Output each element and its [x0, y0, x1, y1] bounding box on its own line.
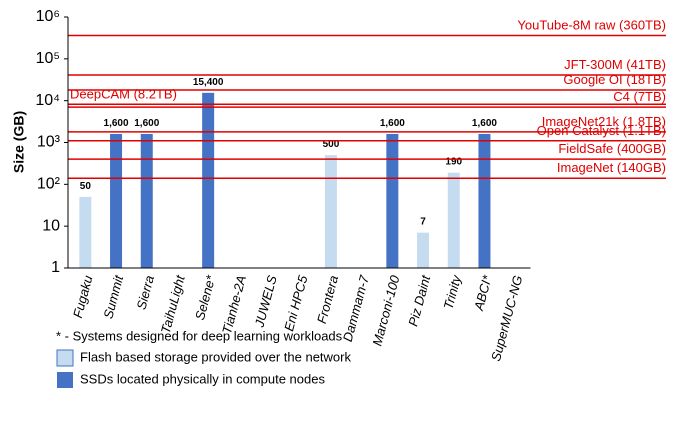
value-label: 500: [323, 139, 340, 150]
y-tick-label: 1: [51, 259, 60, 276]
value-label: 1,600: [104, 118, 129, 129]
x-tick-label: JUWELS: [251, 273, 279, 329]
x-tick-label: Tianhe-2A: [219, 274, 249, 336]
x-tick-label: Fugaku: [70, 274, 96, 320]
y-axis-label: Size (GB): [11, 111, 27, 173]
x-tick-label: Trinity: [441, 272, 465, 311]
x-tick-label: Sierra: [134, 274, 157, 311]
y-tick-label: 10³: [37, 134, 61, 151]
bar: [79, 196, 92, 268]
reference-label: C4 (7TB): [613, 89, 666, 104]
x-tick-label: Selene*: [192, 273, 219, 322]
value-label: 1,600: [134, 118, 159, 129]
reference-label: FieldSafe (400GB): [558, 141, 666, 156]
y-tick-label: 10: [42, 217, 60, 234]
reference-label: DeepCAM (8.2TB): [70, 86, 177, 101]
legend-label: Flash based storage provided over the ne…: [80, 349, 351, 364]
reference-label: JFT-300M (41TB): [564, 57, 666, 72]
y-tick-label: 10⁶: [36, 8, 60, 25]
footnote: * - Systems designed for deep learning w…: [56, 328, 343, 343]
value-label: 15,400: [193, 77, 224, 88]
reference-label: ImageNet21k (1.8TB): [542, 114, 666, 129]
legend-swatch: [56, 349, 74, 367]
x-tick-label: ABCI*: [471, 273, 495, 313]
y-tick-label: 10⁴: [35, 92, 60, 109]
value-label: 50: [80, 181, 92, 192]
x-tick-label: Dammam-7: [340, 273, 372, 343]
legend-label: SSDs located physically in compute nodes: [80, 371, 325, 386]
bar: [140, 133, 153, 268]
y-tick-label: 10²: [37, 176, 61, 193]
value-label: 7: [420, 217, 426, 228]
reference-label: ImageNet (140GB): [557, 160, 666, 175]
x-tick-label: Summit: [100, 272, 126, 320]
value-label: 1,600: [380, 118, 405, 129]
x-tick-label: Frontera: [314, 274, 341, 325]
bar: [324, 155, 337, 268]
reference-label: YouTube-8M raw (360TB): [517, 18, 666, 33]
bar: [478, 133, 491, 268]
reference-label: Open Catalyst (1.1TB): [537, 123, 666, 138]
legend-swatch: [57, 372, 73, 388]
x-tick-label: Piz Daint: [405, 272, 433, 327]
y-tick-label: 10⁵: [36, 50, 60, 67]
x-tick-label: TaihuLight: [158, 272, 188, 335]
value-label: 1,600: [472, 118, 497, 129]
bar: [202, 92, 215, 268]
bar: [417, 232, 430, 268]
bar: [447, 172, 460, 268]
x-tick-label: SuperMUC-NG: [488, 274, 525, 363]
reference-label: Google OI (18TB): [563, 72, 666, 87]
x-tick-label: Eni HPC5: [281, 273, 310, 333]
bar: [386, 133, 399, 268]
x-tick-label: Marconi-100: [369, 273, 402, 347]
bar: [110, 133, 123, 268]
value-label: 190: [445, 157, 462, 168]
